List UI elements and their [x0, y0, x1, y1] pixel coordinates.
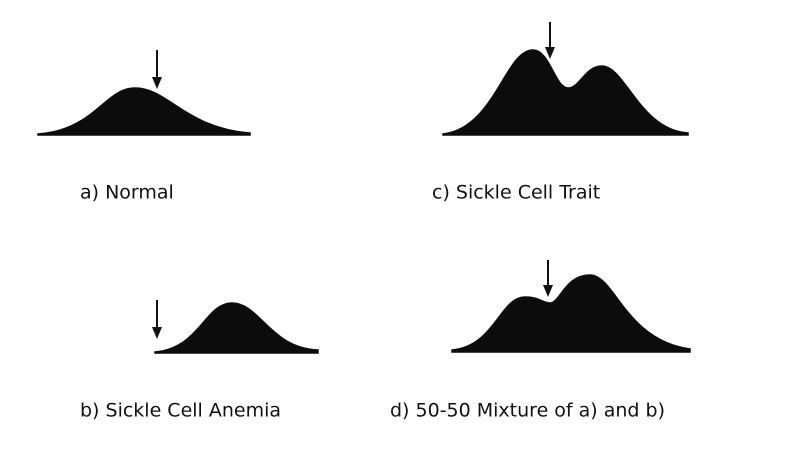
arrow	[152, 300, 162, 339]
panel-label: a) Normal	[80, 182, 174, 204]
arrow	[152, 50, 162, 89]
normal-curve	[37, 87, 251, 136]
anemia-curve	[154, 302, 319, 354]
arrow	[543, 260, 553, 297]
mixture-curve	[451, 274, 691, 353]
panel-label: d) 50-50 Mixture of a) and b)	[390, 400, 665, 422]
trait-curve	[442, 49, 689, 136]
panel-label: c) Sickle Cell Trait	[432, 182, 600, 204]
arrow	[545, 22, 555, 59]
panel-label: b) Sickle Cell Anemia	[80, 400, 281, 422]
